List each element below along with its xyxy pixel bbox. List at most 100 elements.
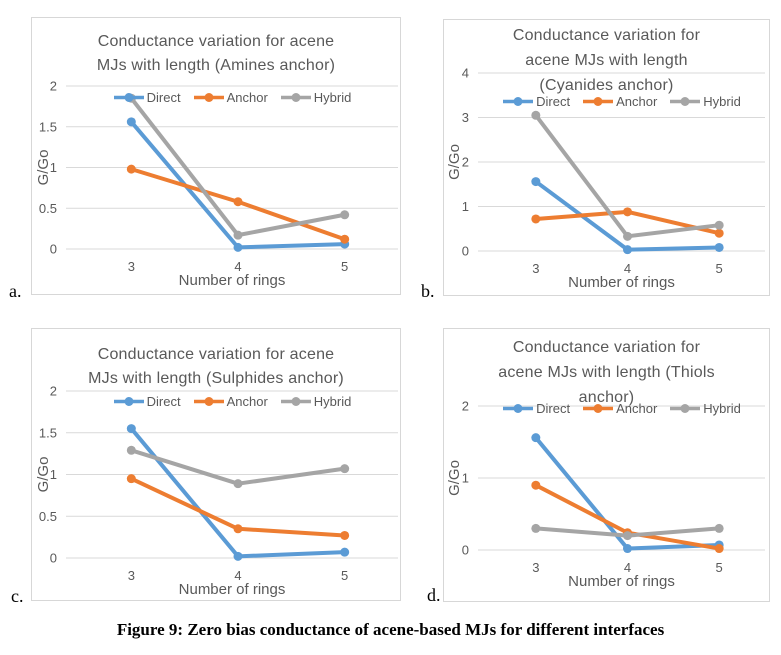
chart-title-line: Conductance variation for (512, 339, 701, 356)
legend-marker-icon (113, 92, 144, 102)
legend-item-hybrid: Hybrid (280, 89, 352, 105)
chart-cyanides-anchor: Conductance variation for acene MJs with… (443, 19, 770, 296)
panel-label-c: c. (11, 586, 24, 606)
data-point-hybrid (714, 523, 724, 533)
panel-label-d: d. (427, 585, 441, 605)
x-tick-label: 5 (341, 259, 348, 274)
chart-title-line: MJs with length (Sulphides anchor) (88, 370, 344, 387)
plot-area: 0 1 2 3 4 3 4 5 Number of rings G/Go (446, 66, 765, 291)
x-axis-label: Number of rings (568, 274, 675, 291)
y-tick-label: 3 (462, 110, 469, 125)
legend-item-anchor: Anchor (582, 94, 657, 109)
legend-label: Anchor (616, 93, 658, 109)
data-point-anchor (233, 197, 243, 207)
legend: Direct Anchor Hybrid (478, 399, 765, 417)
data-point-anchor (531, 214, 541, 224)
x-tick-label: 3 (532, 560, 539, 575)
y-tick-label: 0 (462, 244, 469, 259)
data-point-direct (623, 245, 632, 255)
y-tick-label: 0.5 (39, 201, 57, 216)
chart-title-line: Conductance variation for acene (97, 346, 335, 363)
y-tick-label: 0 (50, 551, 57, 566)
y-axis-label: G/Go (35, 150, 52, 186)
data-point-hybrid (233, 230, 243, 240)
legend-label: Hybrid (703, 400, 741, 416)
legend-item-anchor: Anchor (582, 401, 657, 416)
data-point-anchor (340, 234, 350, 244)
data-point-hybrid (340, 464, 350, 474)
y-tick-label: 1.5 (39, 425, 57, 440)
y-tick-label: 1 (462, 471, 469, 486)
legend-item-direct: Direct (502, 401, 570, 416)
chart-title: Conductance variation for acene MJs with… (32, 30, 400, 78)
data-point-direct (233, 242, 243, 252)
legend-label: Hybrid (313, 393, 352, 409)
legend-item-hybrid: Hybrid (280, 393, 352, 409)
chart-title-line: (Cyanides anchor) (539, 77, 674, 94)
data-point-hybrid (233, 479, 243, 489)
legend-marker-icon (503, 403, 534, 413)
data-point-direct (623, 544, 632, 554)
data-point-direct (126, 424, 136, 434)
data-point-hybrid (531, 110, 541, 120)
legend-item-direct: Direct (502, 94, 570, 109)
y-tick-label: 1.5 (39, 119, 57, 134)
legend-marker-icon (193, 396, 224, 406)
legend-marker-icon (193, 92, 224, 102)
legend-label: Anchor (226, 393, 268, 409)
legend-marker-icon (280, 396, 311, 406)
chart-title: Conductance variation for acene MJs with… (444, 23, 769, 98)
x-axis-label: Number of rings (179, 581, 286, 598)
y-tick-label: 0 (50, 242, 57, 257)
y-tick-label: 2 (50, 79, 57, 94)
legend-item-hybrid: Hybrid (669, 94, 741, 109)
data-point-hybrid (623, 531, 632, 541)
legend-marker-icon (670, 403, 701, 413)
chart-thiols-anchor: Conductance variation for acene MJs with… (443, 328, 770, 602)
legend-label: Anchor (226, 89, 268, 105)
chart-title-line: Conductance variation for (512, 27, 701, 44)
series-line-hybrid (129, 96, 347, 238)
y-tick-label: 2 (462, 399, 469, 414)
chart-title-line: anchor) (578, 389, 635, 406)
data-point-hybrid (340, 210, 350, 220)
data-point-direct (714, 242, 724, 252)
y-tick-label: 2 (462, 155, 469, 170)
legend-label: Hybrid (313, 89, 352, 105)
chart-sulphides-anchor: Conductance variation for acene MJs with… (31, 328, 401, 601)
legend-marker-icon (670, 96, 701, 106)
y-tick-label: 0 (462, 543, 469, 558)
legend-label: Direct (536, 93, 571, 109)
x-tick-label: 4 (234, 259, 241, 274)
data-point-hybrid (531, 523, 541, 533)
legend-label: Direct (146, 89, 181, 105)
legend-item-hybrid: Hybrid (669, 401, 741, 416)
x-tick-label: 5 (341, 568, 348, 583)
legend-item-direct: Direct (113, 90, 181, 105)
x-tick-label: 4 (234, 568, 241, 583)
data-point-hybrid (126, 445, 136, 455)
x-tick-label: 5 (716, 261, 723, 276)
data-point-anchor (623, 207, 632, 217)
legend-marker-icon (583, 96, 614, 106)
y-tick-label: 1 (50, 160, 57, 175)
plot-area: 0 1 2 3 4 5 Number of rings G/Go (446, 399, 765, 590)
y-tick-label: 2 (50, 384, 57, 399)
data-point-anchor (531, 480, 541, 490)
y-axis-label: G/Go (446, 144, 463, 180)
plot-area: 0 0.5 1 1.5 2 3 4 5 Number of rings G/Go (35, 384, 398, 598)
data-point-anchor (126, 164, 136, 174)
data-point-anchor (233, 524, 243, 534)
panel-label-b: b. (421, 281, 435, 301)
y-tick-label: 1 (50, 467, 57, 482)
legend: Direct Anchor Hybrid (478, 92, 765, 110)
chart-title-line: acene MJs with length (525, 52, 688, 69)
legend-marker-icon (113, 396, 144, 406)
x-tick-label: 3 (128, 259, 135, 274)
data-point-hybrid (714, 220, 724, 230)
y-tick-label: 4 (462, 66, 469, 81)
plot-area: 0 0.5 1 1.5 2 3 4 5 Number of rings G/Go (35, 79, 398, 289)
legend-label: Direct (536, 400, 571, 416)
y-axis-label: G/Go (35, 457, 52, 493)
